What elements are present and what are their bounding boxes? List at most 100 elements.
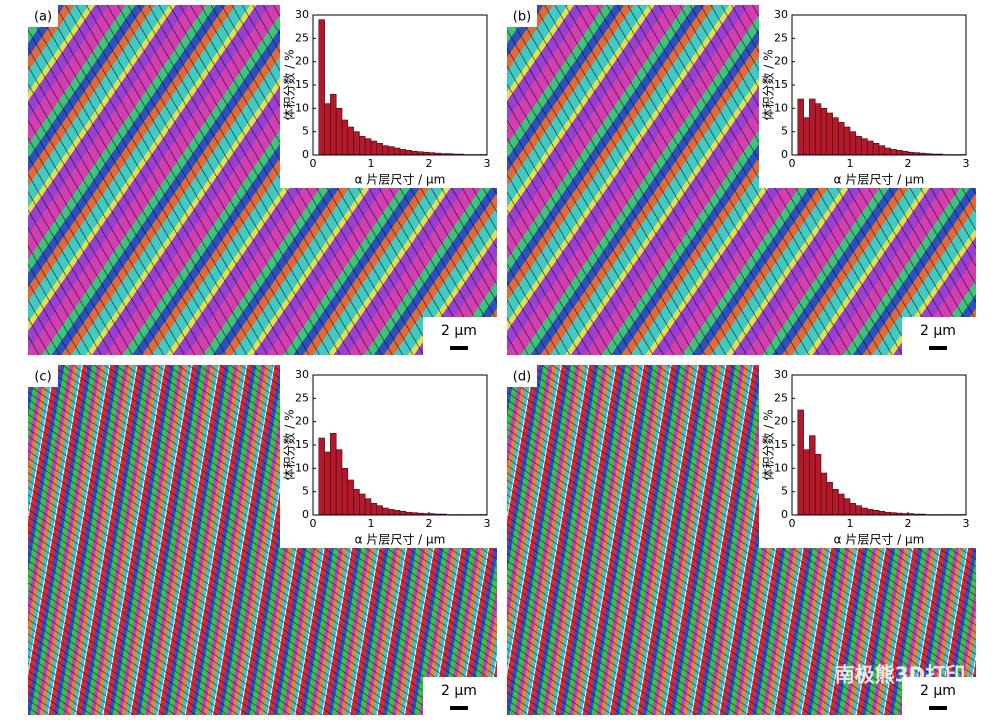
bar <box>797 409 804 516</box>
x-tick-label: 1 <box>368 157 375 170</box>
bar <box>843 498 851 516</box>
bar <box>867 140 874 156</box>
bar <box>324 103 331 156</box>
y-tick-label: 20 <box>295 415 309 428</box>
x-tick-label: 2 <box>426 517 433 530</box>
bar <box>896 150 903 156</box>
panel-label: (c) <box>34 370 51 385</box>
plot-frame <box>312 374 488 516</box>
bar <box>388 146 395 156</box>
bar <box>890 149 897 156</box>
x-tick-label: 2 <box>905 517 912 530</box>
bar <box>335 108 343 156</box>
watermark: 南极熊3D打印 <box>835 663 966 687</box>
bar <box>832 117 839 156</box>
y-tick-label: 30 <box>774 8 788 21</box>
bar <box>803 117 810 156</box>
bar <box>901 150 909 156</box>
bar <box>388 509 395 516</box>
bar <box>872 143 880 156</box>
x-tick-label: 1 <box>847 517 854 530</box>
y-tick-label: 25 <box>295 391 309 404</box>
bar <box>826 112 833 156</box>
bar <box>364 498 372 516</box>
bar <box>405 150 412 156</box>
bar <box>318 437 325 516</box>
y-tick-label: 15 <box>295 78 309 91</box>
y-tick-label: 0 <box>781 148 788 161</box>
plot-frame <box>791 14 967 156</box>
y-tick-label: 15 <box>774 78 788 91</box>
scale-bar <box>929 346 947 350</box>
x-tick-label: 2 <box>426 157 433 170</box>
bar <box>347 126 354 156</box>
bar <box>878 510 886 516</box>
bar <box>399 510 407 516</box>
x-tick-label: 3 <box>963 157 970 170</box>
bar <box>347 479 354 516</box>
bar <box>820 108 828 156</box>
x-tick-label: 1 <box>847 157 854 170</box>
bar <box>376 143 383 156</box>
inset-box <box>759 365 976 548</box>
y-tick-label: 0 <box>302 508 309 521</box>
bar <box>399 149 407 156</box>
x-axis-label: α 片层尺寸 / μm <box>355 533 446 547</box>
label-box <box>507 5 537 27</box>
bar <box>370 503 378 516</box>
scale-bar <box>929 706 947 710</box>
y-axis-label: 体积分数 / % <box>761 49 776 120</box>
y-tick-label: 15 <box>774 438 788 451</box>
x-tick-label: 3 <box>484 517 491 530</box>
scale-bar <box>450 706 468 710</box>
bar <box>814 454 822 516</box>
y-tick-label: 20 <box>774 415 788 428</box>
bar <box>878 145 886 156</box>
bar <box>826 482 833 516</box>
x-tick-label: 1 <box>368 517 375 530</box>
x-axis-label: α 片层尺寸 / μm <box>834 173 925 187</box>
x-tick-label: 2 <box>905 157 912 170</box>
y-tick-label: 30 <box>295 8 309 21</box>
bar <box>797 98 804 156</box>
y-tick-label: 0 <box>302 148 309 161</box>
y-tick-label: 10 <box>295 461 309 474</box>
label-box <box>28 365 58 387</box>
y-axis-label: 体积分数 / % <box>282 49 297 120</box>
bar <box>861 507 868 516</box>
bar <box>330 94 337 156</box>
panel-label: (d) <box>513 370 531 385</box>
y-tick-label: 30 <box>295 368 309 381</box>
scale-bar-label: 2 μm <box>920 683 956 699</box>
panel-label: (a) <box>34 10 52 25</box>
bar <box>411 150 418 156</box>
panel-label: (b) <box>513 10 531 25</box>
bar <box>382 145 389 156</box>
scale-bar-label: 2 μm <box>920 323 956 339</box>
x-tick-label: 0 <box>310 157 317 170</box>
bar <box>370 140 378 156</box>
bar <box>814 103 822 156</box>
y-tick-label: 5 <box>302 125 309 138</box>
bar <box>393 510 401 516</box>
bar <box>809 435 816 516</box>
bar <box>855 505 862 516</box>
bar <box>341 468 349 516</box>
bar <box>838 493 845 516</box>
bar <box>843 126 851 156</box>
y-tick-label: 10 <box>295 101 309 114</box>
y-tick-label: 10 <box>774 101 788 114</box>
bar <box>838 122 845 156</box>
bar <box>359 136 366 156</box>
bar <box>330 433 337 516</box>
bar <box>335 449 343 516</box>
y-axis-label: 体积分数 / % <box>282 409 297 480</box>
label-box <box>507 365 537 387</box>
bar <box>861 138 868 156</box>
inset-box <box>280 365 497 548</box>
y-tick-label: 20 <box>774 55 788 68</box>
bar <box>867 509 874 516</box>
y-tick-label: 20 <box>295 55 309 68</box>
bar <box>820 472 828 516</box>
